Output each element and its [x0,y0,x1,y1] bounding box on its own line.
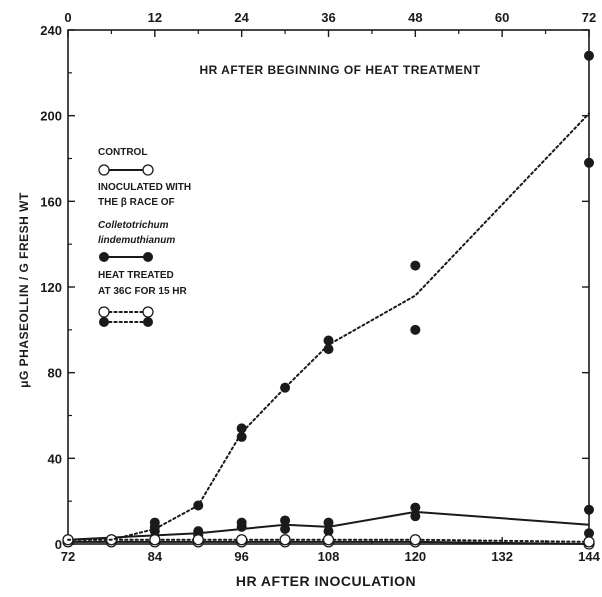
top-axis-title: HR AFTER BEGINNING OF HEAT TREATMENT [199,63,480,77]
data-point-heat_inoculated [584,50,594,61]
data-point-inoculated [280,524,291,535]
series-heat_inoculated [67,50,594,541]
top-tick-label: 36 [321,10,335,25]
top-tick-label: 12 [148,10,162,25]
data-point-heat_inoculated [236,431,247,442]
series-inoculated [63,502,594,545]
legend-heat-control-sample-marker [142,306,154,318]
y-tick-label: 40 [48,451,62,466]
data-point-heat_inoculated [193,500,204,511]
data-point-heat_inoculated [410,260,421,271]
x-tick-label: 132 [491,549,513,564]
y-tick-label: 160 [40,194,62,209]
data-point-inoculated [280,515,291,526]
data-point-heat_inoculated [236,423,247,434]
data-point-heat_inoculated [323,344,334,355]
legend-inoculated-sample-marker [143,252,153,262]
legend-heat-inoculated-sample-marker [99,317,109,327]
data-point-inoculated [584,528,594,539]
data-point-inoculated [410,511,421,522]
y-tick-label: 200 [40,109,62,124]
data-point-heat_inoculated [323,335,334,346]
data-point-heat_control [409,534,421,546]
data-point-inoculated [323,526,334,537]
top-tick-label: 0 [64,10,71,25]
data-point-inoculated [584,504,594,515]
data-point-heat_control [279,534,291,546]
legend-inoculated-sample-marker [99,252,109,262]
legend-control-sample-marker [98,164,110,176]
y-tick-label: 240 [40,23,62,38]
x-tick-label: 72 [61,549,75,564]
legend-species-genus: Colletotrichum [98,220,169,231]
series-line-heat_inoculated [67,112,590,541]
y-tick-label: 80 [48,366,62,381]
x-tick-label: 108 [318,549,340,564]
y-axis-title: μG PHASEOLLIN / G FRESH WT [17,192,31,388]
legend-heat-inoculated-sample-marker [143,317,153,327]
top-tick-label: 72 [582,10,596,25]
legend-inoculated-label-1: INOCULATED WITH [98,182,191,193]
y-tick-label: 120 [40,280,62,295]
legend-control-sample-marker [142,164,154,176]
legend-heat-control-sample-marker [98,306,110,318]
data-point-inoculated [193,526,204,537]
data-point-heat_control [583,536,595,548]
data-point-heat_control [149,534,161,546]
data-point-heat_inoculated [149,517,160,528]
series-layer [62,50,595,550]
data-point-inoculated [323,517,334,528]
data-point-heat_inoculated [584,157,594,168]
data-point-heat_control [192,534,204,546]
legend-heat-label-2: AT 36C FOR 15 HR [98,286,187,297]
legend-inoculated-label-2: THE β RACE OF [98,197,175,208]
x-tick-label: 120 [404,549,426,564]
legend-species-epithet: lindemuthianum [98,235,175,246]
top-tick-label: 60 [495,10,509,25]
data-point-heat_inoculated [410,324,421,335]
legend: CONTROL INOCULATED WITH THE β RACE OF Colle… [98,147,191,327]
top-tick-label: 48 [408,10,422,25]
legend-control-label: CONTROL [98,147,147,158]
data-point-heat_inoculated [280,382,291,393]
x-tick-label: 84 [148,549,163,564]
top-tick-label: 24 [234,10,249,25]
legend-heat-label-1: HEAT TREATED [98,270,174,281]
data-point-inoculated [236,517,247,528]
data-point-inoculated [410,502,421,513]
y-tick-label: 0 [55,537,62,552]
data-point-heat_control [236,534,248,546]
x-tick-label: 144 [578,549,600,564]
data-point-heat_control [322,534,335,546]
x-tick-label: 96 [234,549,248,564]
x-axis-title: HR AFTER INOCULATION [236,573,416,589]
